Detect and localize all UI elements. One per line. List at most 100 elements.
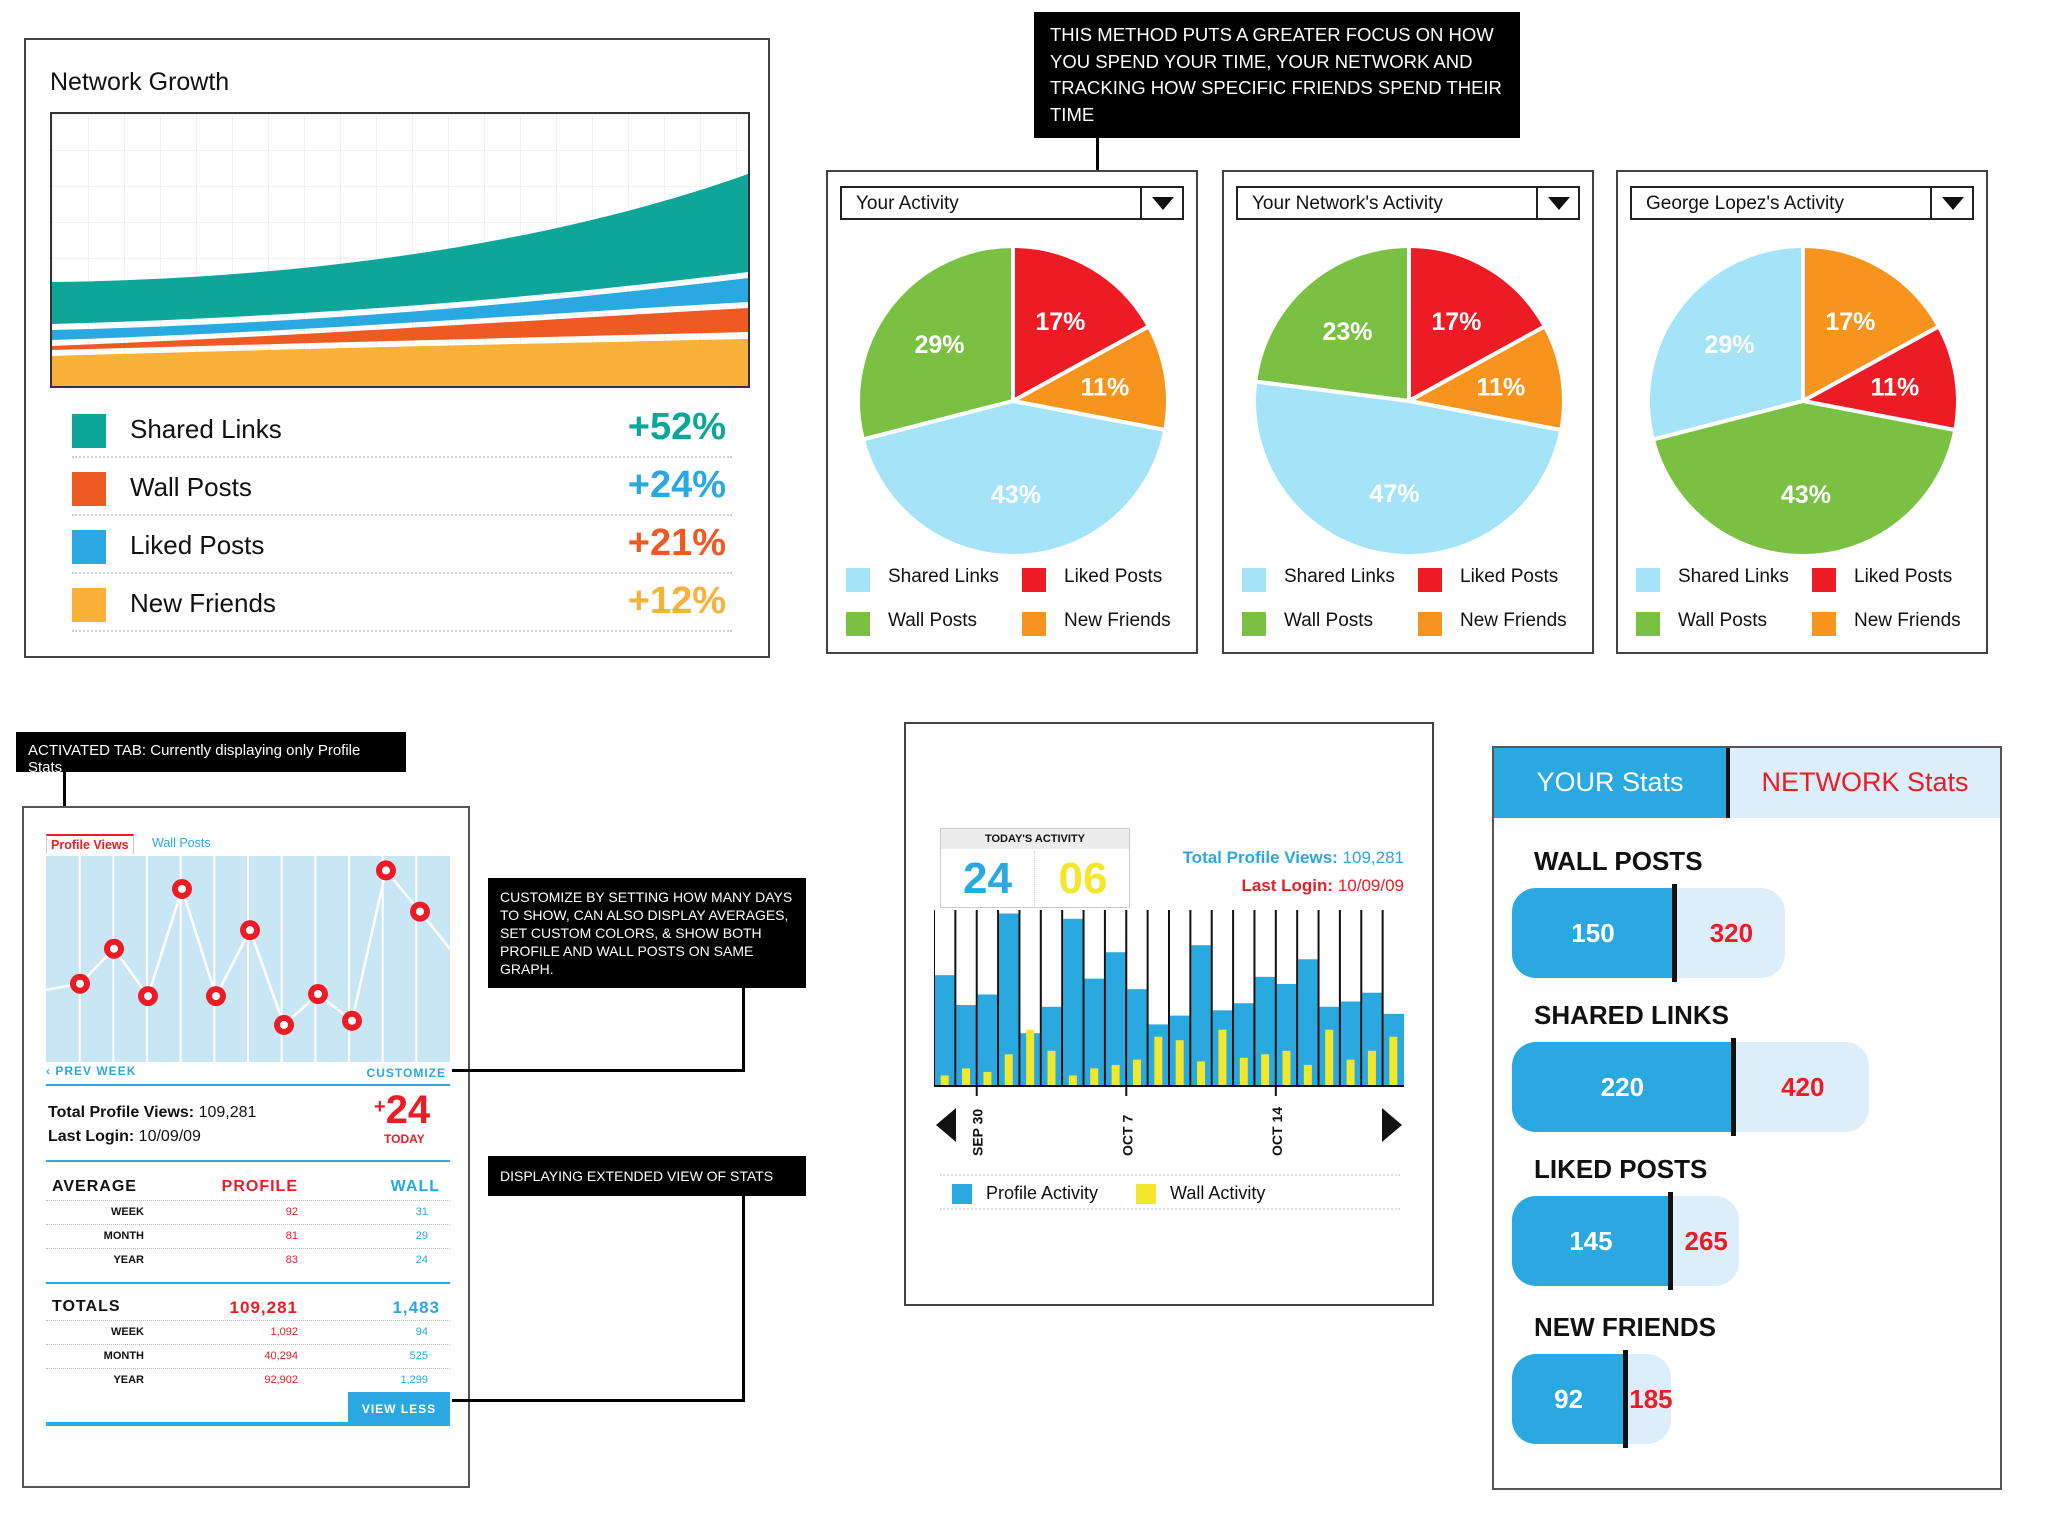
todays-activity-box: TODAY'S ACTIVITY 24 06: [940, 828, 1130, 908]
wall-activity-bar[interactable]: [1282, 1050, 1291, 1086]
legend-swatch: [1022, 612, 1046, 636]
wall-activity-bar[interactable]: [1068, 1075, 1077, 1086]
table-cell-wall: 525: [409, 1350, 428, 1362]
wall-activity-bar[interactable]: [1367, 1050, 1376, 1086]
activated-tab-connector: [63, 770, 66, 832]
tab-wall-posts[interactable]: Wall Posts: [146, 834, 217, 854]
divider: [46, 1160, 450, 1162]
totals-table: TOTALS 109,281 1,483 WEEK 1,092 94 MONTH 40,294…: [46, 1294, 450, 1392]
legend-swatch: [1812, 568, 1836, 592]
legend-swatch: [846, 568, 870, 592]
data-point-center: [212, 992, 220, 1001]
chevron-down-icon[interactable]: [1536, 188, 1578, 218]
wall-activity-bar[interactable]: [1197, 1061, 1206, 1086]
pie-slice: [1403, 323, 1566, 433]
growth-legend-label: Shared Links: [130, 414, 282, 444]
wall-activity-bar[interactable]: [1111, 1064, 1120, 1086]
wall-activity-bar[interactable]: [983, 1071, 992, 1086]
tab-network-stats[interactable]: NETWORK Stats: [1726, 748, 2000, 818]
growth-legend-row: New Friends +12%: [72, 574, 732, 632]
growth-legend-percent: +12%: [627, 580, 726, 622]
area-wall-posts: [52, 278, 748, 340]
today-last-login-row: Last Login: 10/09/09: [1241, 876, 1404, 896]
table-row-label: MONTH: [103, 1350, 144, 1362]
divider: [46, 1282, 450, 1284]
prev-week-link[interactable]: ‹ PREV WEEK: [46, 1064, 136, 1078]
next-arrow-button[interactable]: [1382, 1108, 1402, 1142]
wall-activity-bar[interactable]: [1004, 1054, 1013, 1086]
date-label: OCT 14: [1269, 1107, 1285, 1156]
wall-activity-bar[interactable]: [1090, 1068, 1099, 1086]
pie-legend-label: Liked Posts: [1460, 566, 1559, 587]
wall-activity-bar[interactable]: [1175, 1040, 1184, 1086]
wall-activity-bar[interactable]: [1239, 1057, 1248, 1086]
tab-your-stats[interactable]: YOUR Stats: [1494, 748, 1726, 818]
customize-connector: [742, 986, 745, 1072]
wall-activity-bar[interactable]: [1047, 1050, 1056, 1086]
stat-value-yours: 150: [1571, 918, 1615, 948]
average-table: AVERAGE PROFILE WALL WEEK 92 31 MONTH 81 29 YEAR 8…: [46, 1174, 450, 1272]
network-growth-chart: [50, 112, 750, 388]
table-row-label: YEAR: [113, 1374, 144, 1386]
chevron-down-icon[interactable]: [1140, 188, 1182, 218]
table-row: MONTH 81 29: [46, 1224, 450, 1248]
profile-activity-bar[interactable]: [977, 994, 999, 1086]
wall-activity-bar[interactable]: [1132, 1059, 1141, 1086]
profile-activity-bar[interactable]: [1362, 992, 1383, 1086]
profile-activity-bar[interactable]: [956, 1005, 977, 1086]
profile-activity-bar[interactable]: [1105, 952, 1127, 1086]
wall-activity-bar[interactable]: [1026, 1029, 1035, 1086]
profile-activity-bar[interactable]: [935, 975, 956, 1086]
pie-slice-label: 17%: [1825, 308, 1875, 336]
stat-value-yours: 145: [1569, 1226, 1613, 1256]
activity-pie-chart: 23% 17% 11% 47%: [1252, 243, 1566, 558]
pie-slice: [856, 243, 1015, 442]
stat-bar-yours: 92: [1512, 1354, 1626, 1444]
activity-pie-panel: Your Activity 29% 17% 11% 43% Shared Links Lik…: [826, 170, 1198, 654]
chevron-down-icon[interactable]: [1930, 188, 1972, 218]
profile-activity-bar[interactable]: [999, 913, 1020, 1086]
last-login-row: Last Login: 10/09/09: [48, 1128, 201, 1146]
wall-activity-bar[interactable]: [1261, 1054, 1270, 1086]
pie-slice-label: 47%: [1369, 480, 1419, 508]
table-cell-profile: 92: [285, 1206, 298, 1218]
table-row: YEAR 83 24: [46, 1248, 450, 1272]
wall-activity-bar[interactable]: [940, 1075, 949, 1086]
wall-activity-bar[interactable]: [1218, 1029, 1227, 1086]
table-row-label: MONTH: [103, 1230, 144, 1242]
profile-activity-bar[interactable]: [1063, 918, 1084, 1086]
growth-legend-percent: +24%: [627, 464, 726, 506]
wall-activity-bar[interactable]: [1346, 1059, 1355, 1086]
wall-activity-bar[interactable]: [1325, 1029, 1334, 1086]
data-point-center: [382, 866, 390, 875]
profile-activity-bar[interactable]: [1041, 1006, 1063, 1086]
profile-activity-bar[interactable]: [1276, 983, 1298, 1086]
wall-activity-bar[interactable]: [962, 1068, 971, 1086]
wall-activity-bar[interactable]: [1303, 1064, 1312, 1086]
profile-activity-bar[interactable]: [1127, 989, 1148, 1086]
wall-activity-bar[interactable]: [1154, 1036, 1163, 1086]
table-cell-profile: 81: [285, 1230, 298, 1242]
activity-dropdown[interactable]: George Lopez's Activity: [1630, 186, 1974, 220]
tab-your-stats-label: YOUR Stats: [1536, 767, 1684, 797]
customize-link[interactable]: CUSTOMIZE: [367, 1066, 446, 1080]
profile-activity-bar[interactable]: [1191, 945, 1212, 1086]
todays-activity-header: TODAY'S ACTIVITY: [941, 829, 1129, 849]
activity-dropdown[interactable]: Your Network's Activity: [1236, 186, 1580, 220]
growth-legend-label: Liked Posts: [130, 530, 265, 560]
table-header-profile: 109,281: [229, 1298, 298, 1317]
profile-activity-bar[interactable]: [1298, 959, 1319, 1086]
tab-profile-views-label: Profile Views: [51, 838, 129, 852]
profile-activity-bar[interactable]: [1255, 976, 1276, 1086]
wall-activity-bar[interactable]: [1389, 1036, 1398, 1086]
profile-activity-bar[interactable]: [1340, 1001, 1362, 1086]
table-cell-profile: 83: [285, 1254, 298, 1266]
prev-arrow-button[interactable]: [936, 1108, 956, 1142]
pie-legend-label: Shared Links: [1678, 566, 1789, 587]
profile-activity-bar[interactable]: [1234, 1003, 1255, 1086]
activity-dropdown[interactable]: Your Activity: [840, 186, 1184, 220]
view-less-button[interactable]: VIEW LESS: [348, 1392, 450, 1426]
tab-profile-views[interactable]: Profile Views: [46, 834, 134, 854]
extended-view-connector: [742, 1194, 745, 1402]
profile-activity-bar[interactable]: [1084, 978, 1105, 1086]
